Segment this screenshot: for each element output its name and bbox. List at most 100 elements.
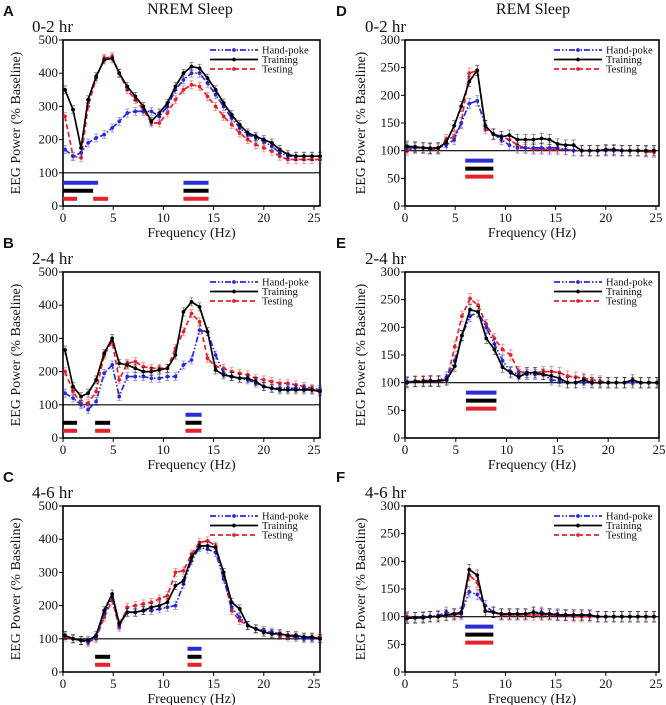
- data-point: [141, 104, 146, 109]
- data-point: [565, 374, 570, 378]
- y-tick-label: 200: [39, 364, 59, 379]
- data-point: [539, 146, 544, 150]
- data-point: [405, 144, 409, 149]
- panel-c: C 4-6 hr 0 5 10 15 20 25 0 100 200 300 400 500 Frequen…: [3, 469, 322, 705]
- y-tick-label: 400: [39, 297, 59, 312]
- data-point: [117, 378, 122, 382]
- data-point: [237, 607, 242, 611]
- x-tick-label: 15: [549, 210, 562, 225]
- data-point: [491, 132, 496, 136]
- data-point: [285, 387, 290, 392]
- data-point: [452, 123, 457, 128]
- y-tick-label: 100: [39, 165, 59, 180]
- data-point: [619, 614, 624, 619]
- data-point: [63, 147, 67, 152]
- y-tick-label: 500: [39, 498, 59, 513]
- period-label: 4-6 hr: [32, 483, 73, 502]
- y-tick-label: 300: [381, 264, 401, 279]
- data-point: [476, 309, 481, 314]
- data-point: [221, 373, 226, 377]
- y-tick-label: 250: [381, 526, 401, 541]
- data-point: [636, 614, 640, 619]
- data-point: [125, 84, 130, 89]
- data-point: [318, 154, 322, 159]
- series-line: [406, 68, 654, 152]
- legend-label: Hand-poke: [606, 512, 653, 523]
- data-point: [310, 635, 314, 640]
- data-point: [555, 142, 560, 146]
- x-tick-label: 15: [549, 676, 562, 691]
- data-point: [541, 372, 546, 377]
- data-point: [63, 348, 67, 352]
- data-point: [117, 361, 122, 366]
- data-point: [467, 101, 472, 106]
- legend-marker: [576, 533, 580, 537]
- data-point: [459, 104, 464, 109]
- legend-label: Training: [606, 287, 643, 298]
- y-tick-label: 150: [381, 581, 401, 596]
- data-point: [157, 603, 162, 608]
- data-point: [579, 613, 584, 617]
- legend-marker: [576, 289, 580, 294]
- series-line: [406, 568, 654, 620]
- data-point: [533, 370, 537, 375]
- y-tick-label: 500: [39, 264, 59, 279]
- x-axis-label: Frequency (Hz): [488, 226, 577, 241]
- data-point: [245, 623, 250, 628]
- legend-label: Training: [262, 521, 299, 532]
- data-point: [468, 307, 472, 312]
- y-tick-label: 300: [381, 32, 401, 47]
- data-point: [71, 396, 75, 401]
- legend-label: Testing: [262, 65, 294, 76]
- y-tick-label: 150: [381, 115, 401, 130]
- legend-marker: [232, 57, 236, 62]
- data-point: [165, 374, 170, 379]
- data-point: [459, 610, 464, 615]
- legend-label: Hand-poke: [606, 278, 653, 289]
- data-point: [173, 570, 178, 575]
- data-point: [189, 555, 194, 560]
- legend-label: Testing: [606, 297, 638, 308]
- data-point: [523, 137, 528, 142]
- data-point: [133, 374, 138, 379]
- x-tick-label: 25: [307, 210, 320, 225]
- data-point: [205, 356, 210, 361]
- data-point: [157, 368, 162, 372]
- data-point: [499, 134, 504, 139]
- data-point: [277, 147, 282, 152]
- x-tick-label: 0: [60, 676, 67, 691]
- y-tick-label: 300: [39, 98, 59, 113]
- x-tick-label: 0: [60, 442, 67, 457]
- legend-marker: [576, 280, 580, 284]
- data-point: [646, 380, 651, 385]
- x-tick-label: 0: [402, 442, 409, 457]
- data-point: [261, 137, 266, 142]
- legend-marker: [232, 280, 236, 284]
- legend-marker: [232, 48, 236, 52]
- x-axis-label: Frequency (Hz): [488, 458, 577, 473]
- data-point: [205, 329, 210, 334]
- legend-label: Hand-poke: [262, 278, 309, 289]
- data-point: [587, 613, 592, 617]
- y-tick-label: 0: [52, 430, 59, 445]
- x-tick-label: 10: [499, 210, 512, 225]
- x-tick-label: 25: [307, 442, 320, 457]
- data-point: [500, 365, 505, 370]
- data-point: [507, 612, 512, 616]
- data-point: [261, 378, 266, 382]
- legend-marker: [576, 57, 580, 62]
- data-point: [63, 369, 67, 374]
- data-point: [117, 119, 122, 124]
- panel-letter: B: [3, 235, 14, 252]
- data-point: [157, 597, 162, 601]
- data-point: [125, 363, 130, 367]
- data-point: [141, 602, 146, 606]
- series-training: [405, 564, 656, 624]
- legend-marker: [576, 514, 580, 518]
- data-point: [181, 87, 186, 92]
- data-point: [189, 358, 194, 362]
- series-training: [63, 541, 322, 645]
- data-point: [606, 380, 611, 385]
- series-hand-poke: [405, 95, 656, 157]
- data-point: [229, 122, 234, 127]
